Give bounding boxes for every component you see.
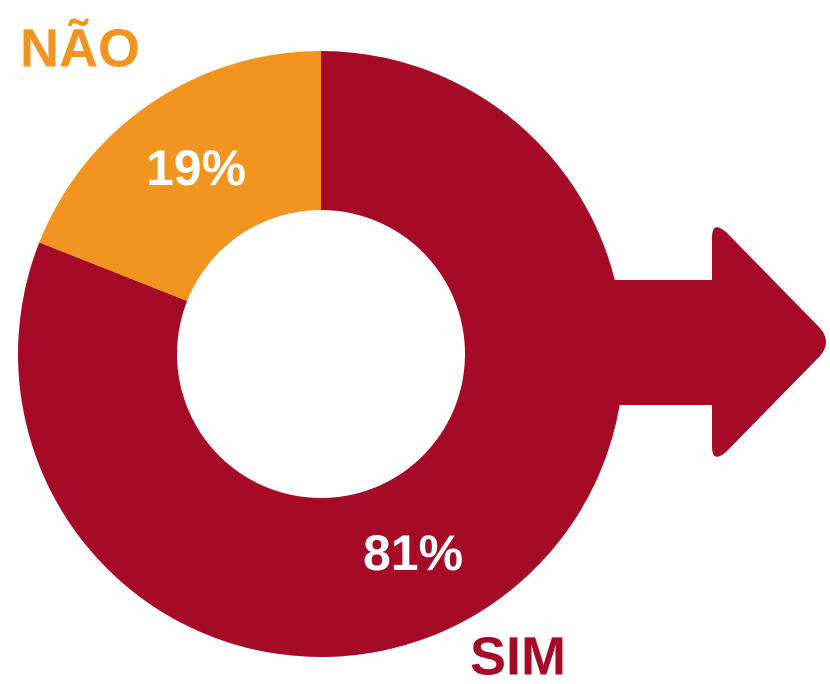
donut-slice xyxy=(17,51,624,658)
value-label: 81% xyxy=(363,525,463,581)
category-label: SIM xyxy=(470,626,566,684)
donut-slice xyxy=(39,51,322,301)
category-label: NÃO xyxy=(20,18,140,78)
value-label: 19% xyxy=(146,140,246,196)
arrow xyxy=(590,227,826,457)
